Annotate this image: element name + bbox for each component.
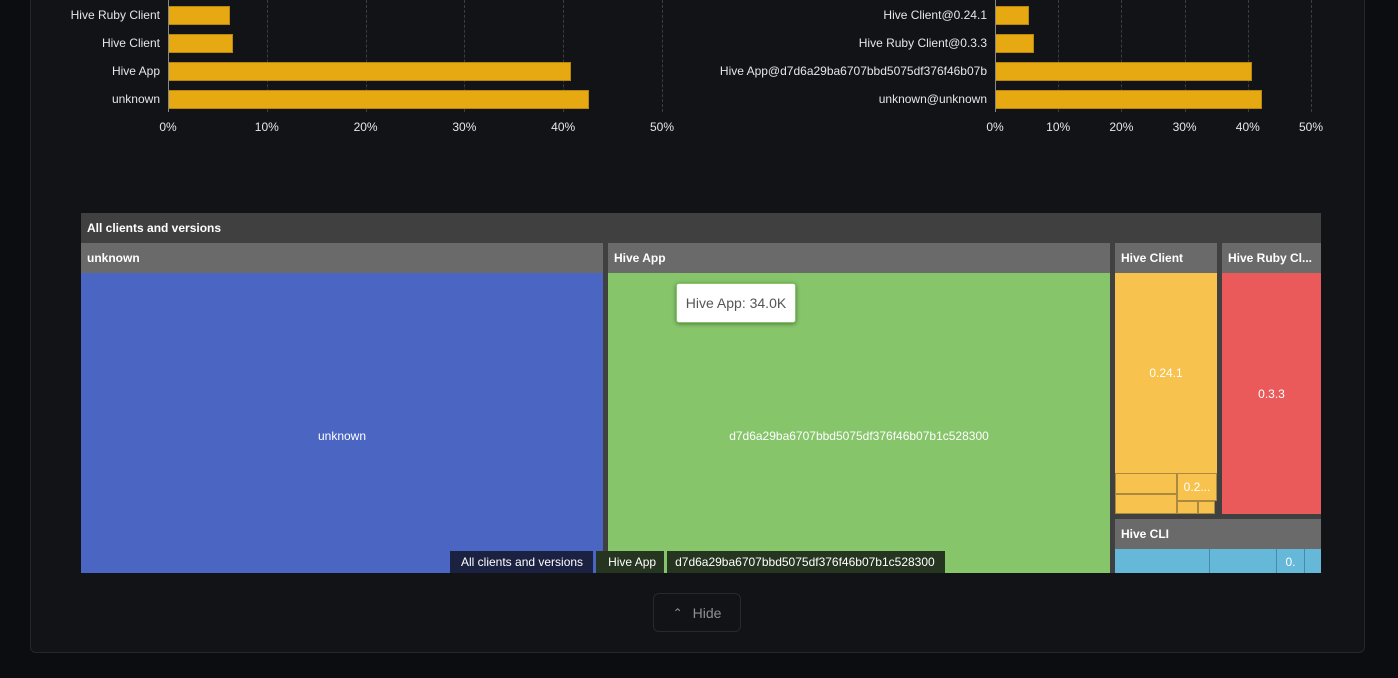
cell-hive-cli[interactable] [1115, 549, 1210, 573]
group-header-hive-app[interactable]: Hive App [608, 243, 1110, 273]
cell-hive-client-0-24-1[interactable]: 0.24.1 [1115, 273, 1217, 473]
x-tick-label: 0% [159, 120, 177, 134]
y-category-label: unknown [111, 92, 160, 106]
cell-label: unknown [317, 429, 367, 443]
x-tick-label: 10% [254, 120, 279, 134]
hide-button[interactable]: ⌃ Hide [653, 593, 741, 632]
gridline [365, 0, 367, 112]
gridline [1247, 0, 1249, 112]
x-tick-label: 0% [986, 120, 1004, 134]
y-category-label: Hive Ruby Client [70, 8, 160, 22]
gridline [1058, 0, 1060, 112]
cell-hive-client-small[interactable] [1198, 501, 1215, 514]
x-tick-label: 50% [1298, 120, 1324, 134]
x-tick-label: 30% [1172, 120, 1197, 134]
gridline [662, 0, 663, 112]
x-tick-label: 20% [353, 120, 378, 134]
bar[interactable] [168, 34, 234, 53]
group-header-hive-client[interactable]: Hive Client [1115, 243, 1217, 273]
x-tick-label: 30% [452, 120, 477, 134]
cell-hive-client-small[interactable] [1115, 473, 1177, 494]
gridline [464, 0, 466, 112]
x-tick-label: 10% [1046, 120, 1071, 134]
y-axis-line [168, 0, 169, 112]
treemap-root-header[interactable]: All clients and versions [81, 213, 1321, 243]
x-tick-label: 20% [1109, 120, 1134, 134]
versions-bar-chart: 0% 10% 20% 30% 40% 50% Hive Client@0.24.1 Hive … [690, 0, 1350, 140]
cell-hive-cli[interactable]: 0. [1277, 549, 1305, 573]
cell-hive-app[interactable]: d7d6a29ba6707bbd5075df376f46b07b1c528300 [608, 273, 1110, 573]
gridline [1121, 0, 1123, 112]
clients-bar-chart: 0% 10% 20% 30% 40% 50% Hive Ruby Client Hive Cl… [0, 0, 700, 140]
bar[interactable] [995, 34, 1035, 53]
y-category-label: Hive App@d7d6a29ba6707bbd5075df376f46b07… [719, 64, 987, 78]
cell-label: 0.2... [1183, 480, 1211, 494]
bar[interactable] [995, 6, 1030, 25]
group-header-hive-cli[interactable]: Hive CLI [1115, 519, 1321, 549]
cell-label: 0. [1285, 555, 1296, 569]
x-tick-label: 50% [649, 120, 675, 134]
cell-label: 0.3.3 [1258, 386, 1285, 401]
cell-hive-client-small[interactable] [1115, 494, 1177, 514]
bar[interactable] [168, 62, 572, 81]
bar[interactable] [995, 62, 1253, 81]
y-category-label: Hive Ruby Client@0.3.3 [858, 36, 987, 50]
y-axis-line [995, 0, 996, 112]
treemap: All clients and versions unknown unknown… [81, 213, 1321, 573]
gridline [1311, 0, 1312, 112]
y-category-label: unknown@unknown [878, 92, 987, 106]
bar[interactable] [995, 90, 1262, 109]
cell-hive-client-small[interactable] [1177, 501, 1198, 514]
cell-hive-ruby-client-0-3-3[interactable]: 0.3.3 [1222, 273, 1321, 514]
gridline [266, 0, 268, 112]
x-tick-label: 40% [551, 120, 576, 134]
group-header-hive-ruby-client[interactable]: Hive Ruby Cl... [1222, 243, 1321, 273]
breadcrumb-item-version[interactable]: d7d6a29ba6707bbd5075df376f46b07b1c528300 [667, 551, 945, 573]
gridline [563, 0, 565, 112]
cell-hive-cli[interactable] [1305, 549, 1321, 573]
breadcrumb-item-root[interactable]: All clients and versions [450, 551, 597, 573]
cell-unknown[interactable]: unknown [81, 273, 603, 573]
cell-hive-client-0-2[interactable]: 0.2... [1177, 473, 1217, 501]
breadcrumb: All clients and versions Hive App d7d6a2… [450, 551, 945, 573]
chevron-up-icon: ⌃ [672, 605, 683, 620]
y-category-label: Hive App [111, 64, 160, 78]
group-header-unknown[interactable]: unknown [81, 243, 603, 273]
treemap-tooltip: Hive App: 34.0K [676, 283, 796, 323]
hide-label: Hide [692, 604, 722, 621]
cell-hive-cli[interactable] [1210, 549, 1277, 573]
cell-label: 0.24.1 [1149, 366, 1183, 380]
bar[interactable] [168, 6, 231, 25]
breadcrumb-item-hive-app[interactable]: Hive App [596, 551, 668, 573]
bar[interactable] [168, 90, 589, 109]
cell-label: d7d6a29ba6707bbd5075df376f46b07b1c528300 [729, 429, 989, 443]
gridline [1184, 0, 1186, 112]
y-category-label: Hive Client@0.24.1 [883, 8, 987, 22]
y-category-label: Hive Client [101, 36, 160, 50]
x-tick-label: 40% [1235, 120, 1260, 134]
